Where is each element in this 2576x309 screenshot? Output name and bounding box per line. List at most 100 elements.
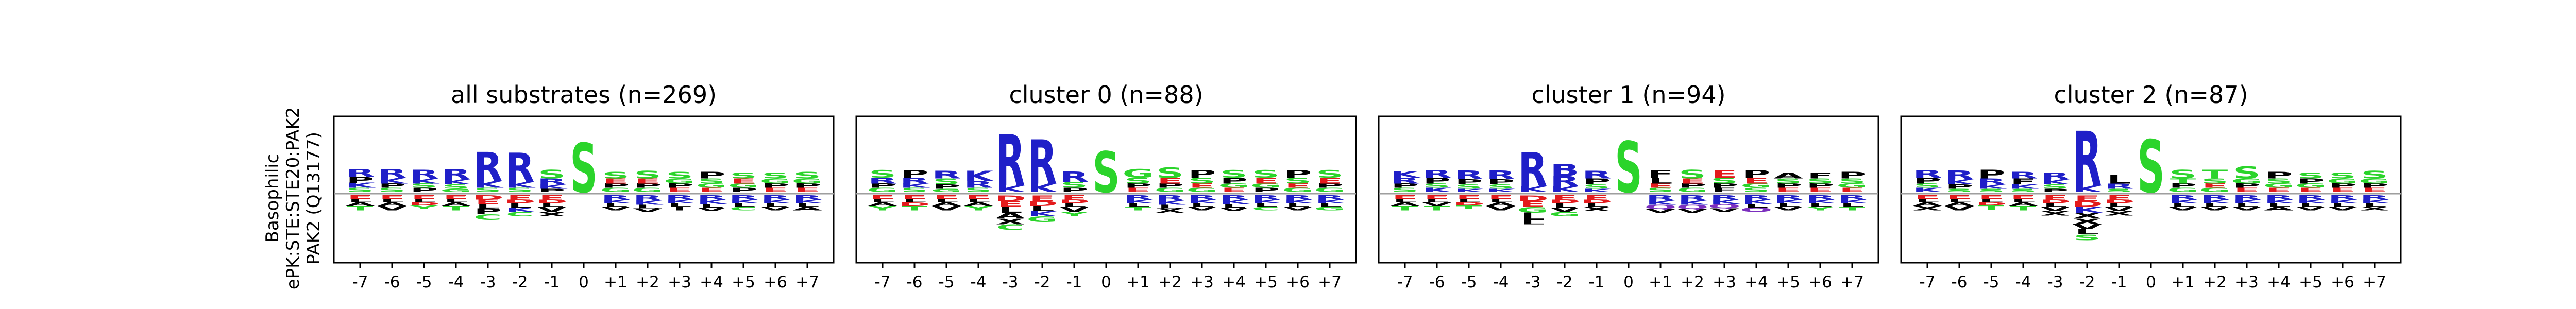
logo-letter-down: R: [1837, 194, 1867, 201]
logo-letter-down: V: [1677, 208, 1707, 214]
logo-letter-up: S: [1945, 188, 1973, 193]
logo-letter-down: L: [348, 198, 372, 203]
logo-letter-down: R: [728, 194, 758, 201]
logo-letter-down: E: [379, 194, 405, 200]
x-tick-label: +7: [2363, 273, 2386, 291]
logo-letter-up: S: [1124, 176, 1151, 186]
logo-letter-down: R: [1646, 194, 1675, 202]
logo-letter-down: R: [2296, 194, 2325, 201]
logo-letter-down: K: [1123, 199, 1154, 204]
logo-letter-down: R: [1251, 194, 1280, 201]
logo-letter-down: K: [2360, 199, 2391, 204]
logo-letter-up: G: [1218, 182, 1250, 189]
logo-letter-down: K: [2328, 199, 2359, 204]
logo-letter-up: P: [2169, 182, 2197, 189]
logo-letter-down: I: [672, 206, 687, 212]
logo-letter-up: P: [1679, 182, 1706, 189]
logo-letter-up: P: [2361, 182, 2388, 189]
logo-letter-down: D: [1517, 194, 1548, 203]
logo-letter-up: P: [1316, 182, 1344, 189]
x-tick-label: +3: [1190, 273, 1214, 291]
logo-letter-down: L: [699, 203, 723, 209]
logo-letter-up: P: [1774, 182, 1802, 189]
logo-letter-down: O: [1740, 207, 1773, 213]
logo-letter-down: R: [1283, 194, 1312, 201]
x-tick-label: +7: [1840, 273, 1864, 291]
logo-letter-up: T: [2170, 177, 2196, 185]
x-tick-label: -5: [1461, 273, 1477, 291]
logo-letter-up: G: [2359, 177, 2391, 185]
logo-letter-down: L: [1393, 198, 1417, 203]
logo-panel-1: cluster 0 (n=88)-7GPRSELAY-6SKRPELDT-5GP…: [855, 81, 1357, 291]
x-tick-label: -2: [2079, 273, 2095, 291]
logo-letter-up: S: [761, 171, 789, 181]
logo-letter-down: A: [441, 201, 470, 207]
logo-letter-up: E: [2362, 187, 2388, 194]
logo-letter-down: K: [1187, 199, 1218, 204]
logo-letter-down: A: [963, 201, 993, 207]
logo-letter-up: K: [2008, 183, 2039, 190]
logo-letter-up: R: [2072, 116, 2102, 203]
logo-letter-down: L: [731, 202, 755, 208]
logo-letter-down: E: [2010, 194, 2037, 200]
logo-letter-up: G: [1123, 167, 1154, 181]
logo-letter-down: G: [1549, 211, 1581, 217]
logo-letter-down: A: [868, 201, 897, 207]
logo-letter-up: G: [2231, 177, 2263, 185]
logo-letter-down: L: [998, 205, 1022, 214]
logo-letter-up: S: [1252, 168, 1279, 180]
logo-letter-down: R: [1187, 194, 1216, 201]
logo-letter-down: R: [665, 194, 694, 201]
logo-letter-up: P: [1124, 182, 1152, 189]
logo-letter-down: K: [1805, 199, 1836, 204]
logo-letter-up: S: [442, 183, 469, 190]
logo-letter-down: E: [1552, 194, 1578, 201]
logo-letter-up: K: [505, 180, 536, 190]
logo-letter-up: L: [1648, 176, 1672, 186]
logo-letter-down: E: [1914, 194, 1941, 200]
logo-letter-up: A: [1773, 171, 1803, 181]
logo-letter-up: E: [2234, 187, 2260, 194]
logo-letter-up: S: [346, 187, 374, 194]
logo-letter-down: E: [902, 194, 928, 200]
logo-letter-up: S: [1742, 187, 1770, 194]
logo-letter-down: K: [1027, 210, 1058, 218]
logo-letter-down: E: [1061, 194, 1088, 201]
logo-letter-down: V: [633, 208, 662, 213]
logo-letter-up: R: [1454, 168, 1483, 182]
logo-letter-down: V: [537, 205, 566, 214]
y-label-line-1: Basophilic: [262, 154, 283, 243]
logo-letter-up: S: [474, 187, 501, 194]
logo-letter-down: V: [2200, 206, 2229, 212]
logo-letter-up: P: [1060, 187, 1088, 194]
logo-letter-up: G: [2295, 182, 2327, 189]
logo-letter-down: L: [507, 202, 532, 209]
x-tick-label: +6: [1286, 273, 1310, 291]
logo-letter-down: K: [1773, 199, 1804, 204]
logo-letter-up: P: [1188, 168, 1216, 180]
logo-letter-down: V: [377, 205, 406, 212]
logo-letter-up: P: [2265, 170, 2293, 181]
logo-letter-up: E: [794, 187, 821, 194]
logo-letter-up: F: [1711, 187, 1738, 194]
x-tick-label: -7: [875, 273, 891, 291]
logo-letter-down: Y: [1806, 206, 1835, 212]
logo-letter-down: L: [1222, 203, 1246, 209]
logo-letter-up: B: [1550, 161, 1579, 180]
logo-letter-down: S: [2073, 233, 2100, 242]
logo-letter-up: S: [602, 170, 629, 181]
logo-letter-up: P: [698, 170, 725, 181]
x-tick-label: -5: [416, 273, 432, 291]
logo-letter-down: L: [2362, 202, 2386, 208]
logo-letter-down: V: [1646, 208, 1675, 214]
logo-letter-down: L: [380, 198, 404, 203]
logo-letter-up: R: [1976, 177, 2006, 186]
logo-letter-down: A: [345, 201, 375, 207]
logo-letter-down: T: [1125, 206, 1151, 212]
logo-letter-down: V: [2040, 205, 2070, 212]
logo-letter-up: K: [1422, 187, 1453, 194]
logo-letter-down: K: [1709, 198, 1740, 205]
logo-letter-down: V: [1059, 205, 1089, 214]
logo-letter-down: K: [633, 199, 664, 206]
logo-letter-down: C: [996, 222, 1024, 232]
